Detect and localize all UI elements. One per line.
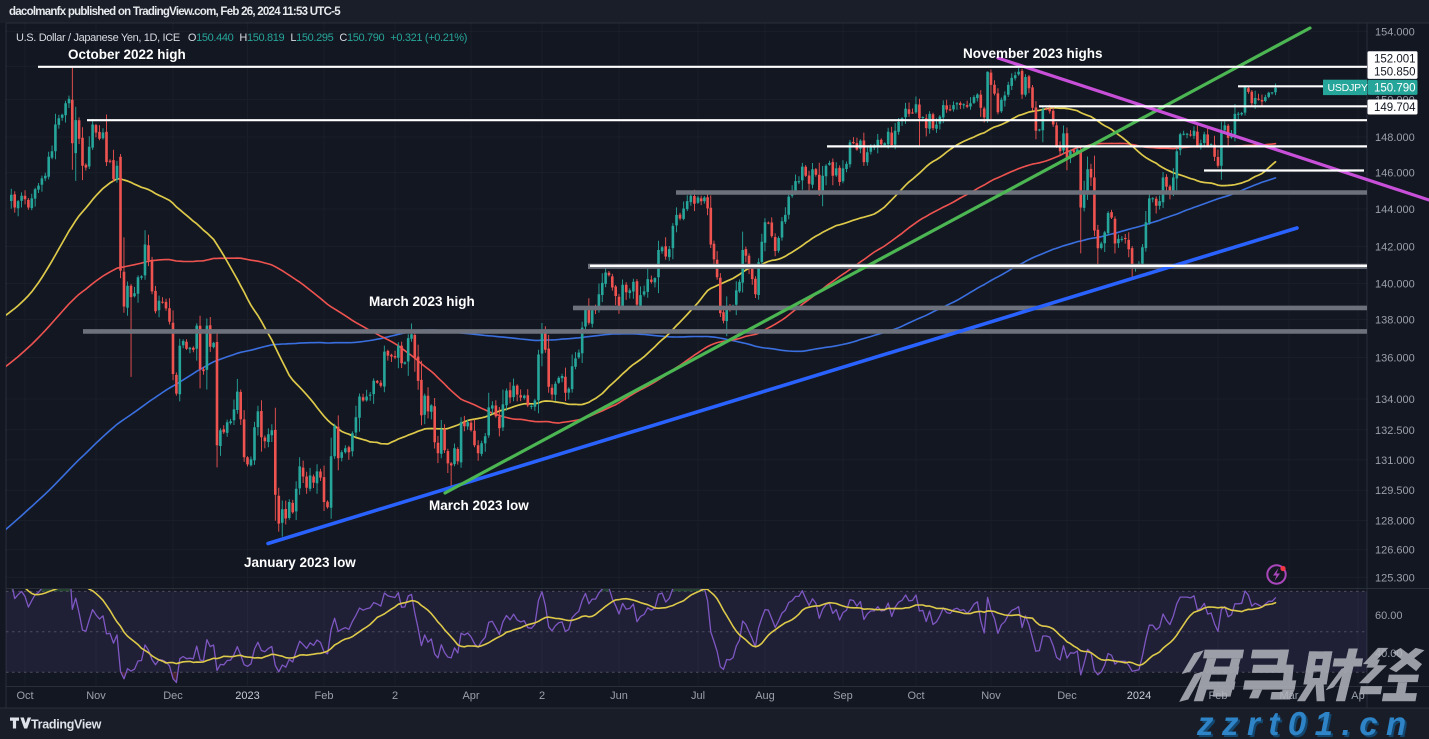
svg-text:2: 2 — [539, 690, 545, 702]
svg-text:dacolmanfx published on Tradin: dacolmanfx published on TradingView.com,… — [9, 6, 341, 18]
svg-text:2: 2 — [392, 690, 398, 702]
svg-text:Jul: Jul — [691, 690, 705, 702]
svg-text:Jun: Jun — [610, 690, 628, 702]
svg-text:Dec: Dec — [1057, 690, 1077, 702]
svg-text:128.000: 128.000 — [1375, 516, 1415, 528]
svg-text:148.000: 148.000 — [1375, 132, 1415, 144]
svg-text:zzrt01.cn: zzrt01.cn — [1196, 705, 1415, 739]
svg-text:U.S. Dollar / Japanese Yen, 1D: U.S. Dollar / Japanese Yen, 1D, ICE O150.… — [16, 32, 467, 44]
svg-text:129.500: 129.500 — [1375, 485, 1415, 497]
svg-text:TradingView: TradingView — [31, 718, 102, 732]
svg-text:150.850: 150.850 — [1374, 66, 1416, 78]
svg-text:150.790: 150.790 — [1374, 82, 1416, 94]
svg-text:November 2023 highs: November 2023 highs — [963, 46, 1103, 61]
svg-text:Oct: Oct — [907, 690, 924, 702]
svg-text:60.00: 60.00 — [1375, 610, 1403, 622]
svg-text:140.000: 140.000 — [1375, 279, 1415, 291]
svg-text:Dec: Dec — [163, 690, 183, 702]
svg-text:Nov: Nov — [86, 690, 106, 702]
svg-text:149.704: 149.704 — [1374, 102, 1416, 114]
svg-text:March 2023 low: March 2023 low — [429, 498, 529, 513]
svg-text:136.000: 136.000 — [1375, 353, 1415, 365]
svg-text:142.000: 142.000 — [1375, 242, 1415, 254]
svg-text:zzrt01.cn: zzrt01.cn — [1198, 707, 1417, 739]
svg-text:146.000: 146.000 — [1375, 168, 1415, 180]
svg-text:131.000: 131.000 — [1375, 455, 1415, 467]
svg-text:Feb: Feb — [315, 690, 334, 702]
svg-text:125.300: 125.300 — [1375, 572, 1415, 584]
svg-text:USDJPY: USDJPY — [1328, 82, 1368, 94]
svg-text:January 2023 low: January 2023 low — [244, 555, 356, 570]
svg-text:2023: 2023 — [235, 690, 259, 702]
svg-text:Nov: Nov — [981, 690, 1001, 702]
svg-text:2024: 2024 — [1127, 690, 1151, 702]
svg-text:138.000: 138.000 — [1375, 315, 1415, 327]
svg-text:132.500: 132.500 — [1375, 425, 1415, 437]
svg-text:Sep: Sep — [833, 690, 853, 702]
svg-text:152.001: 152.001 — [1374, 54, 1416, 66]
svg-text:154.000: 154.000 — [1375, 26, 1415, 38]
svg-text:134.000: 134.000 — [1375, 394, 1415, 406]
svg-text:126.600: 126.600 — [1375, 545, 1415, 557]
svg-text:Aug: Aug — [755, 690, 775, 702]
svg-text:March 2023 high: March 2023 high — [369, 294, 475, 309]
svg-text:Oct: Oct — [16, 690, 33, 702]
svg-text:October 2022 high: October 2022 high — [68, 47, 186, 62]
svg-text:Apr: Apr — [462, 690, 479, 702]
svg-text:144.000: 144.000 — [1375, 204, 1415, 216]
